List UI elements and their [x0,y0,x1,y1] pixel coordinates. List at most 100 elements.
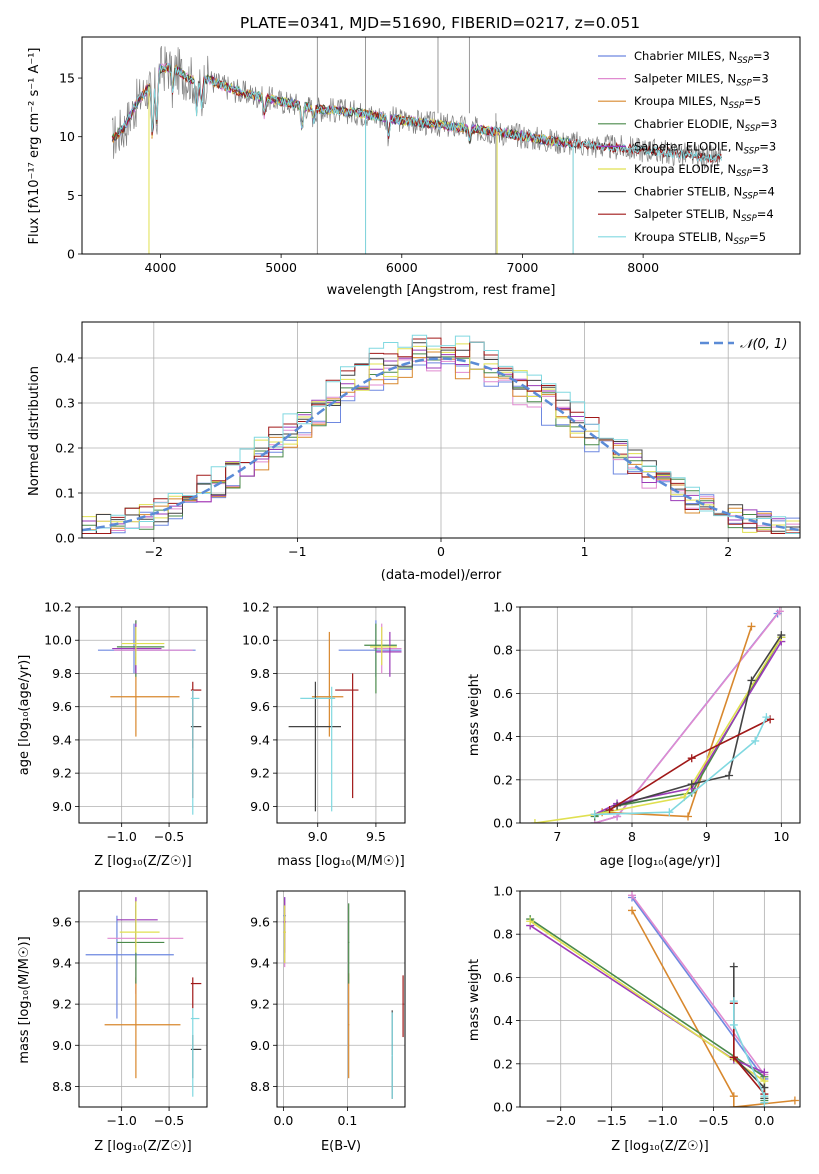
histogram-y-tick-label: 0.2 [55,441,75,456]
mass-ebv-frame [276,890,406,1108]
weight-age-plot-area [530,607,786,823]
weight-z-series-line [529,918,766,1101]
weight-z-series-line [732,1001,766,1103]
weight-z-series-marker [760,1068,769,1077]
weight-age-series-line [534,636,782,823]
histogram-x-tick-label: −1 [288,544,306,559]
model-spectrum-line [111,63,722,163]
weight-age-x-tick-label: 10 [773,829,789,844]
histogram-y-tick-label: 0.4 [55,351,75,366]
weight-age-series-line [594,716,768,816]
weight-age-series-marker [687,780,696,789]
mass-ebv-x-tick-label: 0.0 [273,1113,293,1128]
weight-age-series-marker [762,713,771,722]
age-z-x-tick-label: −0.5 [154,829,184,844]
weight-age-series-marker [590,810,599,819]
weight-z-series-marker [729,1092,738,1101]
histogram-x-tick-label: 0 [437,544,445,559]
weight-z-y-tick-label: 0.8 [493,927,513,942]
spectrum-legend-label: Salpeter MILES, NSSP=3 [634,72,769,89]
age-z-plot-area [97,620,202,815]
spectrum-frame [81,36,801,255]
weight-z-series-marker [526,917,535,926]
spectrum-x-tick-label: 7000 [507,260,539,275]
weight-z-series-marker [729,962,738,971]
spectrum-legend-label: Chabrier ELODIE, NSSP=3 [634,117,777,134]
weight-z-series-line [732,1003,766,1095]
mass-z-x-tick-label: −0.5 [154,1113,184,1128]
weight-age-series-marker [747,676,756,685]
weight-age-y-tick-label: 0.2 [493,772,513,787]
age-z-y-tick-label: 9.2 [52,766,72,781]
age-z-y-tick-label: 9.4 [52,732,72,747]
age-vs-mass-panel: mass [log₁₀(M/M☉)] 9.0 9.5 9.0 9.2 9.4 9.6 9.8… [242,600,406,869]
mass-ebv-plot-area [283,897,404,1099]
age-z-y-tick-label: 10.2 [44,600,72,615]
mass-ebv-y-tick-label: 9.0 [250,1038,270,1053]
age-z-ylabel: age [log₁₀(age/yr)] [17,655,32,776]
weight-z-series-marker [729,1103,738,1107]
weight-z-x-tick-label: −1.5 [596,1113,626,1128]
histogram-y-tick-label: 0.3 [55,396,75,411]
weight-age-frame [519,606,801,824]
weight-age-y-tick-label: 0.8 [493,643,513,658]
weight-z-xlabel: Z [log₁₀(Z/Z☉)] [611,1139,708,1154]
weight-age-y-tick-label: 0.4 [493,729,513,744]
spectrum-y-tick-label: 15 [59,71,75,86]
mass-z-y-tick-label: 9.4 [52,956,72,971]
mass-ebv-xlabel: E(B-V) [321,1139,361,1154]
weight-z-y-tick-label: 0.2 [493,1056,513,1071]
age-vs-metallicity-panel: Z [log₁₀(Z/Z☉)] age [log₁₀(age/yr)] −1.0… [17,600,208,869]
weight-age-series-marker [775,607,784,616]
weight-age-x-tick-label: 7 [553,829,561,844]
mass-vs-ebv-panel: E(B-V) 0.0 0.1 8.8 9.0 9.2 9.4 9.6 [250,890,406,1154]
mass-z-plot-area [85,897,202,1097]
weight-age-series-marker [684,812,692,821]
model-spectrum-line [118,63,723,163]
spectrum-plot-area [111,37,723,254]
weight-z-y-tick-label: 0.6 [493,970,513,985]
histogram-plot-area [82,334,800,534]
spectrum-legend-label: Chabrier STELIB, NSSP=4 [634,185,775,202]
age-mass-y-tick-label: 9.4 [250,732,270,747]
mass-z-ylabel: mass [log₁₀(M/M☉)] [17,936,32,1063]
histogram-y-tick-label: 0.0 [55,531,75,546]
age-mass-y-tick-label: 10.2 [242,600,270,615]
weight-z-y-tick-label: 0.4 [493,1013,513,1028]
histogram-x-tick-label: 2 [724,544,732,559]
histogram-x-tick-label: −2 [145,544,163,559]
weight-age-y-tick-label: 1.0 [493,600,513,615]
weight-age-series-marker [751,736,760,745]
mass-ebv-y-tick-label: 8.8 [250,1079,270,1094]
mass-vs-metallicity-panel: Z [log₁₀(Z/Z☉)] mass [log₁₀(M/M☉)] −1.0 −… [17,890,208,1154]
weight-age-xlabel: age [log₁₀(age/yr)] [600,854,721,869]
histogram-xlabel: (data-model)/error [381,568,502,583]
spectrum-x-tick-label: 5000 [265,260,297,275]
mass-z-y-tick-label: 9.0 [52,1038,72,1053]
weight-z-series-marker [628,891,636,900]
age-z-y-tick-label: 10.0 [44,633,72,648]
spectrum-y-tick-label: 5 [67,188,75,203]
weight-z-series-line [631,897,766,1080]
weight-age-series-marker [665,808,674,817]
mass-ebv-y-tick-label: 9.6 [250,914,270,929]
age-mass-xlabel: mass [log₁₀(M/M☉)] [277,854,404,869]
weight-z-x-tick-label: −0.5 [698,1113,728,1128]
weight-z-series-marker [729,1020,738,1029]
spectrum-legend-label: Salpeter STELIB, NSSP=4 [634,207,774,224]
weight-z-series-marker [729,1053,738,1062]
weight-z-ylabel: mass weight [467,959,482,1041]
weight-z-x-tick-label: 0.0 [754,1113,774,1128]
spectrum-xlabel: wavelength [Angstrom, rest frame] [327,283,556,298]
age-mass-y-tick-label: 9.8 [250,666,270,681]
histogram-legend-label: 𝒩(0, 1) [740,337,787,352]
age-z-y-tick-label: 9.8 [52,666,72,681]
weight-z-y-tick-label: 0.0 [493,1100,513,1115]
mass-z-xlabel: Z [log₁₀(Z/Z☉)] [94,1139,191,1154]
age-mass-plot-area [288,620,402,812]
weight-z-series-line [631,894,766,1076]
spectrum-x-tick-label: 6000 [386,260,418,275]
mass-z-y-tick-label: 9.2 [52,997,72,1012]
age-mass-y-tick-label: 9.6 [250,699,270,714]
